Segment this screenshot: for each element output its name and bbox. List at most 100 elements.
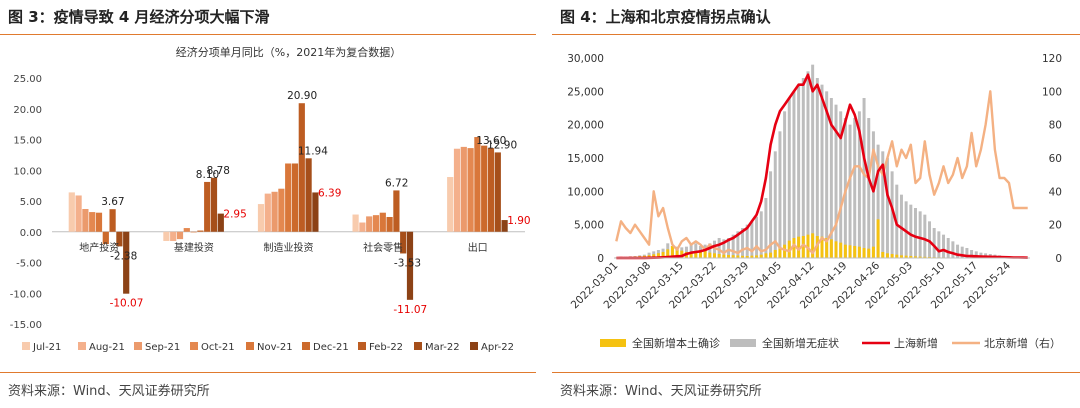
y-tick-label: 10.00 xyxy=(13,166,42,177)
bar-asymptomatic xyxy=(750,221,754,258)
bar-nov-21 xyxy=(190,231,197,233)
data-label: -10.07 xyxy=(110,298,144,310)
bar-jul-21 xyxy=(257,204,265,232)
legend-swatch-oct-21 xyxy=(190,342,198,350)
bar-domestic-confirmed xyxy=(661,252,665,258)
bar-feb-22 xyxy=(298,103,305,232)
bar-asymptomatic xyxy=(960,246,964,258)
bar-asymptomatic xyxy=(876,144,880,258)
bar-apr-22 xyxy=(312,192,319,232)
bar-domestic-confirmed xyxy=(829,239,833,258)
y-right-tick-label: 0 xyxy=(1055,253,1062,265)
bar-asymptomatic xyxy=(811,64,815,259)
bar-domestic-confirmed xyxy=(652,254,656,258)
bar-domestic-confirmed xyxy=(820,236,824,258)
legend-swatch-mar-22 xyxy=(414,342,422,350)
bar-mar-22 xyxy=(116,231,123,247)
y-right-tick-label: 100 xyxy=(1042,86,1062,98)
legend-label: Jul-21 xyxy=(32,342,61,353)
legend-label: 上海新增 xyxy=(894,336,938,350)
legend-swatch-aug-21 xyxy=(78,342,86,350)
data-label: 6.39 xyxy=(318,187,341,199)
bar-mar-22 xyxy=(305,158,312,232)
left-bottom-rule xyxy=(0,372,536,373)
bar-domestic-confirmed xyxy=(778,248,782,258)
bar-oct-21 xyxy=(278,188,285,232)
y-left-tick-label: 30,000 xyxy=(567,53,604,65)
category-label: 基建投资 xyxy=(174,241,214,254)
legend-label: Apr-22 xyxy=(481,342,514,353)
y-tick-label: 0.00 xyxy=(20,228,42,239)
data-label: -2.38 xyxy=(110,250,137,262)
bar-asymptomatic xyxy=(904,201,908,258)
bar-domestic-confirmed xyxy=(923,256,927,258)
bar-domestic-confirmed xyxy=(881,252,885,258)
legend-label: 全国新增无症状 xyxy=(762,336,839,350)
bar-aug-21 xyxy=(264,193,271,232)
y-left-tick-label: 15,000 xyxy=(567,153,604,165)
bar-asymptomatic xyxy=(773,151,777,258)
bar-asymptomatic xyxy=(853,118,857,258)
legend-swatch-feb-22 xyxy=(358,342,366,350)
bar-domestic-confirmed xyxy=(750,255,754,258)
bar-domestic-confirmed xyxy=(811,233,815,258)
bar-domestic-confirmed xyxy=(885,253,889,258)
bar-oct-21 xyxy=(467,148,474,232)
line-shanghai xyxy=(616,73,1028,260)
legend-swatch-apr-22 xyxy=(470,342,478,350)
bar-domestic-confirmed xyxy=(904,255,908,258)
bar-asymptomatic xyxy=(862,98,866,258)
category-label: 制造业投资 xyxy=(264,241,314,254)
bar-domestic-confirmed xyxy=(759,254,763,258)
bar-nov-21 xyxy=(95,212,103,232)
bar-asymptomatic xyxy=(974,251,978,258)
bar-asymptomatic xyxy=(792,91,796,258)
bar-sep-21 xyxy=(82,208,89,232)
bar-oct-21 xyxy=(89,212,96,232)
bar-nov-21 xyxy=(379,212,386,232)
data-label: 6.72 xyxy=(385,177,408,189)
bar-asymptomatic xyxy=(820,84,824,258)
bar-feb-22 xyxy=(204,181,211,232)
bar-sep-21 xyxy=(176,231,184,240)
bar-domestic-confirmed xyxy=(895,254,899,258)
bar-domestic-confirmed xyxy=(773,250,777,258)
y-right-tick-label: 120 xyxy=(1042,53,1062,65)
bar-feb-22 xyxy=(109,209,116,232)
bar-domestic-confirmed xyxy=(797,236,801,258)
bar-asymptomatic xyxy=(806,71,810,258)
bar-asymptomatic xyxy=(764,198,768,258)
bar-asymptomatic xyxy=(928,221,932,258)
bar-domestic-confirmed xyxy=(680,250,684,258)
bar-asymptomatic xyxy=(867,118,871,258)
data-label: -11.07 xyxy=(393,304,427,316)
bar-domestic-confirmed xyxy=(666,249,670,258)
legend-label: 全国新增本土确诊 xyxy=(632,336,720,350)
bar-domestic-confirmed xyxy=(890,254,894,258)
legend-swatch xyxy=(600,339,626,347)
bar-mar-22 xyxy=(494,152,501,232)
bar-asymptomatic xyxy=(787,98,791,258)
bar-asymptomatic xyxy=(815,78,819,258)
y-left-tick-label: 0 xyxy=(597,253,604,265)
y-left-tick-label: 10,000 xyxy=(567,186,604,198)
bar-domestic-confirmed xyxy=(731,255,735,258)
legend-label: 北京新增（右） xyxy=(984,336,1061,350)
left-top-rule xyxy=(0,34,536,35)
bar-domestic-confirmed xyxy=(727,255,731,258)
data-label: 12.90 xyxy=(487,139,517,151)
bar-mar-22 xyxy=(400,231,407,254)
data-label: 20.90 xyxy=(287,90,317,102)
y-right-tick-label: 20 xyxy=(1049,220,1062,232)
y-left-tick-label: 5,000 xyxy=(574,220,604,232)
bar-domestic-confirmed xyxy=(769,252,773,258)
bar-asymptomatic xyxy=(717,238,721,258)
bar-apr-22 xyxy=(217,213,224,232)
legend-label: Nov-21 xyxy=(257,342,293,353)
legend-swatch-sep-21 xyxy=(134,342,142,350)
bar-domestic-confirmed xyxy=(857,246,861,258)
bar-domestic-confirmed xyxy=(712,253,716,258)
bar-mar-22 xyxy=(210,177,218,232)
y-left-tick-label: 20,000 xyxy=(567,120,604,132)
bar-domestic-confirmed xyxy=(764,253,768,258)
